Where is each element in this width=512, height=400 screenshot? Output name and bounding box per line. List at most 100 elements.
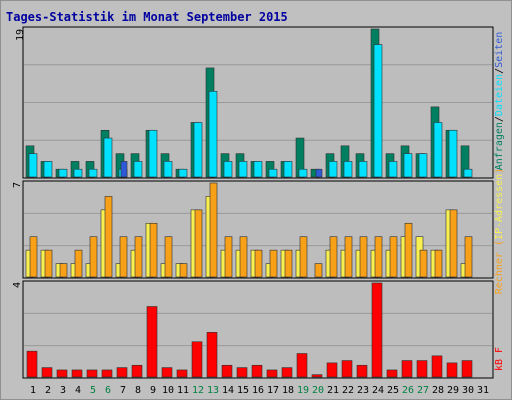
kbytes-bar [296, 353, 308, 378]
day-label: 1 [30, 385, 36, 396]
sites-bar [104, 196, 113, 278]
day-label: 6 [105, 385, 111, 396]
files-bar [253, 161, 263, 178]
day-label: 8 [135, 385, 141, 396]
sites-bar [179, 263, 188, 278]
files-bar [133, 161, 143, 178]
sites-bar [119, 236, 128, 278]
kbytes-bar [281, 367, 293, 378]
day-label: 16 [252, 385, 264, 396]
sites-bar [194, 209, 203, 278]
kbytes-ymax-label: 4 [12, 282, 23, 288]
pages-bar [120, 161, 128, 178]
sites-bar [374, 236, 383, 278]
sites-bar [239, 236, 248, 278]
kbytes-bar [86, 369, 98, 378]
kbytes-bar [161, 367, 173, 378]
day-label: 2 [45, 385, 51, 396]
legend-entry: Seiten [494, 32, 505, 68]
files-bar [373, 44, 383, 178]
sites-bar [359, 236, 368, 278]
sites-bar [464, 236, 473, 278]
day-label: 21 [327, 385, 339, 396]
chart-title: Tages-Statistik im Monat September 2015 [6, 10, 288, 24]
day-label: 23 [357, 385, 369, 396]
sites-bar [254, 249, 263, 278]
kbytes-bar [116, 367, 128, 378]
day-label: 22 [342, 385, 354, 396]
kbytes-bar [356, 364, 368, 378]
files-bar [448, 129, 458, 178]
kbytes-bar [41, 367, 53, 378]
sites-bar [44, 249, 53, 278]
kbytes-bar [371, 282, 383, 378]
files-bar [223, 161, 233, 178]
files-bar [268, 168, 278, 178]
files-bar [298, 168, 308, 178]
files-bar [28, 153, 38, 178]
kbytes-bar [191, 341, 203, 378]
kbytes-bar [446, 362, 458, 378]
sites-bar [389, 236, 398, 278]
requests-ymax-label: 19 [15, 29, 26, 41]
sites-bar [314, 263, 323, 278]
files-bar [343, 161, 353, 178]
kbytes-panel: 4 kB F [12, 280, 505, 379]
files-bar [208, 91, 218, 178]
day-axis: 1 2 3 4 5 6 7 8 9 10 11 12 13 14 15 16 17 18 19 20 21 22 23 24 2… [30, 385, 489, 396]
legend-entry: Rechner [494, 252, 505, 294]
sites-bar [419, 249, 428, 278]
day-label: 4 [75, 385, 81, 396]
kbytes-bar [326, 362, 338, 378]
files-bar [148, 129, 158, 178]
day-label: 3 [60, 385, 66, 396]
day-label: 17 [267, 385, 279, 396]
day-label: 5 [90, 385, 96, 396]
sites-bar [149, 222, 158, 278]
files-bar [463, 168, 473, 178]
legend-entry: / [494, 68, 505, 74]
kbytes-bar [431, 355, 443, 378]
kbytes-panel-frame [22, 280, 494, 379]
sites-bar [209, 182, 218, 278]
sites-bar [404, 222, 413, 278]
day-label: 30 [462, 385, 474, 396]
kbytes-bar [131, 364, 143, 378]
files-bar [178, 168, 188, 178]
legend-entry: ( [494, 240, 505, 252]
files-bar [43, 161, 53, 178]
kbytes-bar [341, 360, 353, 378]
visits-ymax-label: 7 [12, 182, 23, 188]
legend-entry: Dateien [494, 74, 505, 116]
requests-legend: Anfragen/Dateien/Seiten [494, 32, 505, 171]
files-bar [403, 153, 413, 178]
kbytes-bar [386, 369, 398, 378]
kbytes-bar [56, 369, 68, 378]
kbytes-legend: kB F [494, 347, 505, 371]
day-label: 7 [120, 385, 126, 396]
visits-panel: 7 Rechner (IP-Adressen) [12, 168, 505, 294]
sites-bar [89, 236, 98, 278]
kbytes-bar [176, 369, 188, 378]
sites-bar [164, 236, 173, 278]
visits-legend: Rechner (IP-Adressen) [494, 168, 505, 294]
kbytes-bar [71, 369, 83, 378]
sites-bar [224, 236, 233, 278]
kbytes-bar [206, 332, 218, 378]
day-label: 27 [417, 385, 429, 396]
day-label: 11 [177, 385, 189, 396]
day-label: 25 [387, 385, 399, 396]
day-label: 28 [432, 385, 444, 396]
files-bar [58, 168, 68, 178]
files-bar [88, 168, 98, 178]
legend-entry: IP-Adressen [494, 174, 505, 240]
sites-bar [449, 209, 458, 278]
files-bar [193, 122, 203, 178]
day-label: 31 [477, 385, 489, 396]
files-bar [283, 161, 293, 178]
files-bar [163, 161, 173, 178]
kbytes-bar [461, 360, 473, 378]
day-label: 10 [162, 385, 174, 396]
